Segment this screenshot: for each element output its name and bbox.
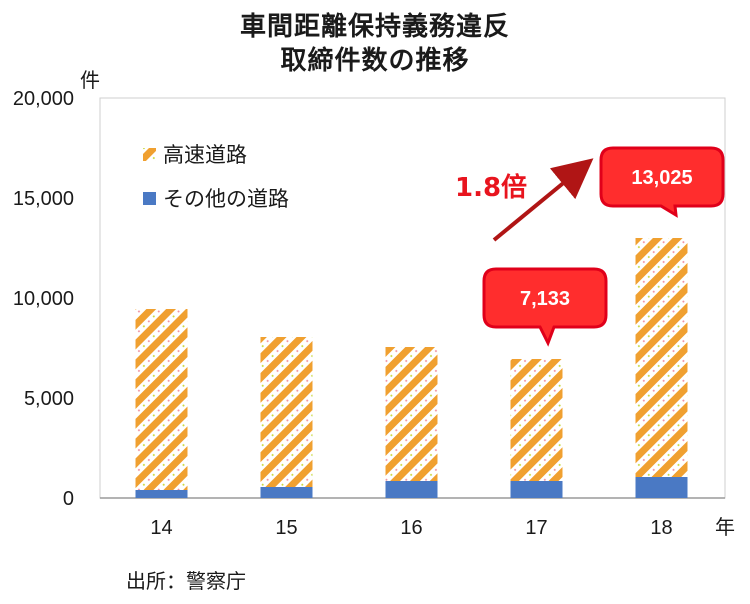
bar-highway — [260, 337, 313, 487]
bar-highway — [385, 347, 438, 481]
chart-title-line-1: 車間距離保持義務違反 — [239, 12, 510, 42]
x-unit-label: 年 — [715, 515, 735, 539]
x-tick-label: 18 — [650, 517, 672, 539]
chart-title-line-2: 取締件数の推移 — [280, 46, 470, 76]
bar-other-roads — [135, 490, 188, 498]
x-tick-label: 17 — [525, 517, 547, 539]
callout-18-bubble — [599, 146, 725, 218]
x-tick-label: 14 — [150, 517, 172, 539]
callout-17-bubble — [482, 267, 608, 347]
bar-other-roads — [385, 481, 438, 498]
growth-label: 1.8倍 — [455, 172, 527, 203]
growth-arrow — [492, 158, 594, 242]
y-tick-label: 20,000 — [13, 88, 74, 110]
y-tick-label: 0 — [63, 488, 74, 510]
bar-other-roads — [635, 477, 688, 498]
bar-other-roads — [510, 481, 563, 498]
y-unit-label: 件 — [80, 68, 100, 92]
y-tick-label: 10,000 — [13, 288, 74, 310]
x-tick-label: 16 — [400, 517, 422, 539]
bar-highway — [510, 359, 563, 481]
legend-swatch-highway — [143, 148, 156, 161]
callout-17-value: 7,133 — [520, 288, 570, 310]
y-tick-label: 5,000 — [24, 388, 74, 410]
y-tick-label: 15,000 — [13, 188, 74, 210]
bar-highway — [135, 309, 188, 490]
callout-18-value: 13,025 — [631, 167, 692, 189]
source-note: 出所：警察庁 — [126, 569, 246, 593]
x-tick-label: 15 — [275, 517, 297, 539]
bar-highway — [635, 238, 688, 477]
legend-label-other: その他の道路 — [163, 187, 289, 211]
legend-label-highway: 高速道路 — [163, 143, 247, 167]
legend-swatch-other — [143, 192, 156, 205]
bar-other-roads — [260, 487, 313, 498]
